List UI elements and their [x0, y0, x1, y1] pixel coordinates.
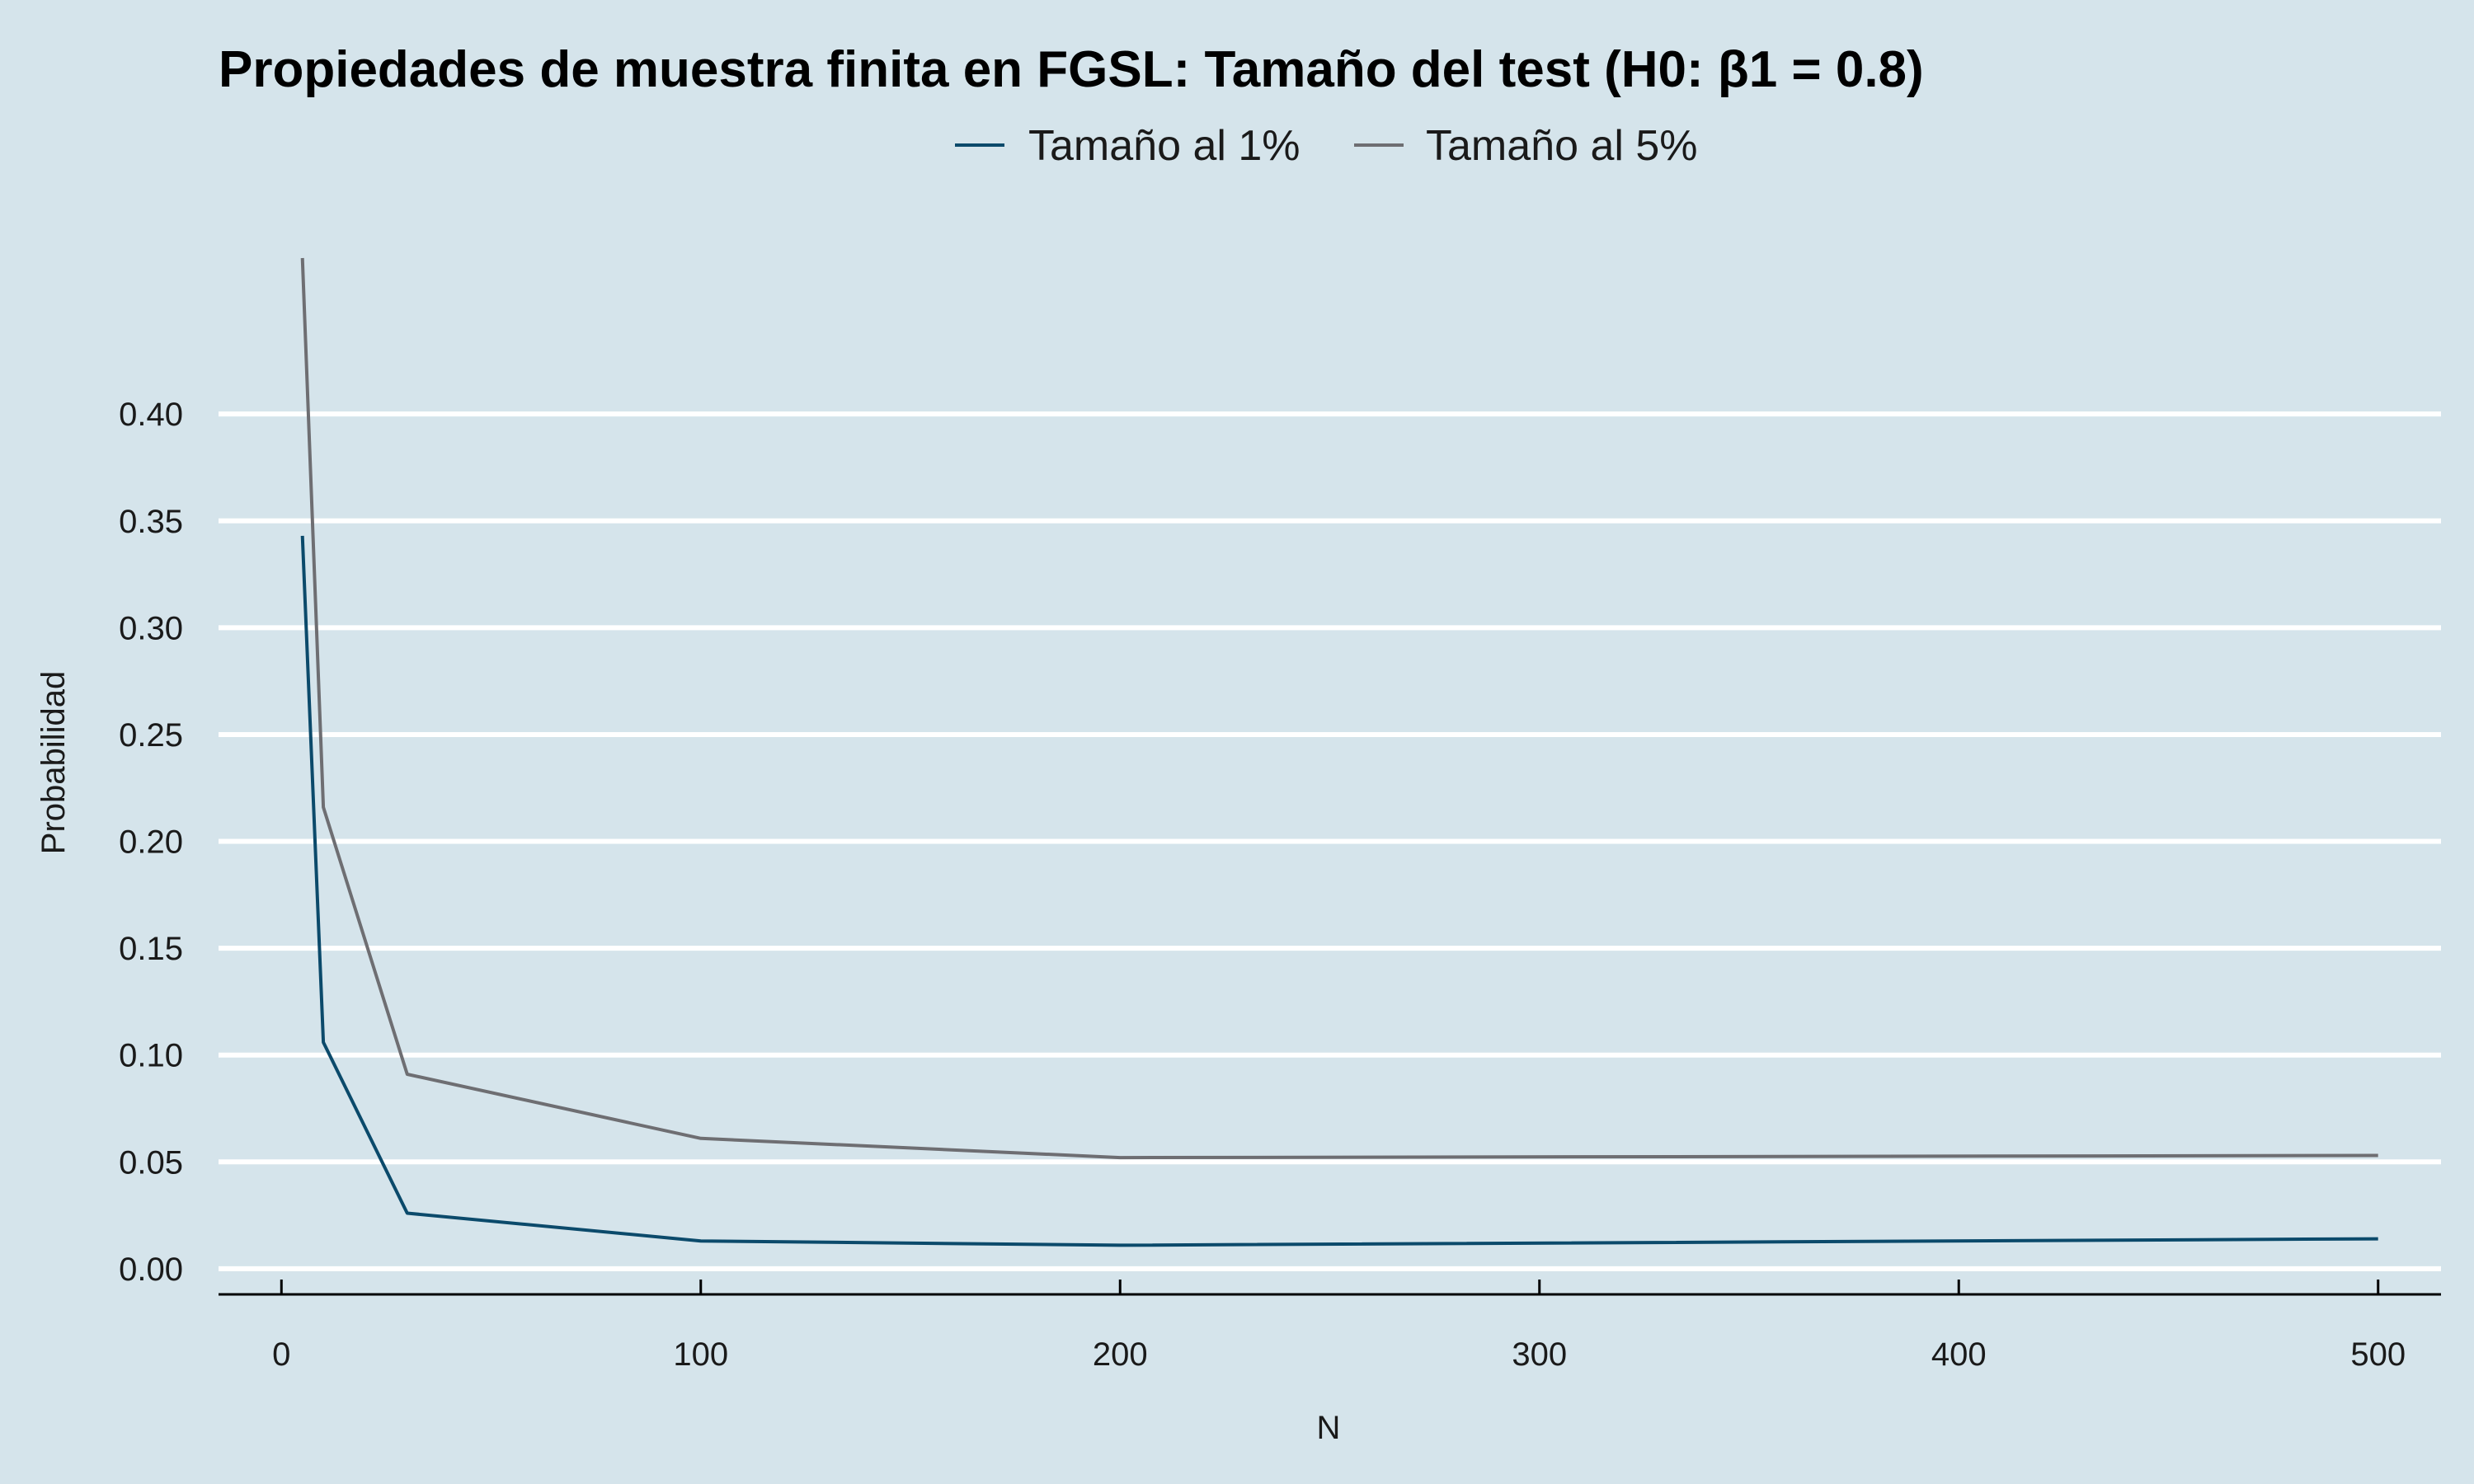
gridlines [219, 411, 2441, 1271]
y-tick-label: 0.20 [119, 824, 183, 861]
series-line-2 [300, 257, 2378, 1160]
series-lines [300, 257, 2378, 1247]
y-tick-label: 0.30 [119, 610, 183, 646]
y-tick-label: 0.25 [119, 717, 183, 754]
x-tick-label: 300 [1512, 1336, 1567, 1373]
x-tick-label: 500 [2350, 1336, 2406, 1373]
y-axis-tick-labels: 0.00 0.05 0.10 0.15 0.20 0.25 0.30 0.35 0.40 [119, 397, 183, 1288]
chart-title: Propiedades de muestra finita en FGSL: T… [219, 41, 1924, 98]
x-tick-label: 100 [673, 1336, 728, 1373]
x-axis-label: N [1317, 1410, 1341, 1446]
x-axis-ticks: 0 100 200 300 400 500 [272, 1280, 2406, 1373]
legend: Tamaño al 1% Tamaño al 5% [955, 122, 1698, 170]
legend-label-2: Tamaño al 5% [1426, 122, 1698, 170]
y-tick-label: 0.35 [119, 504, 183, 540]
x-tick-label: 400 [1931, 1336, 1987, 1373]
legend-label-1: Tamaño al 1% [1028, 122, 1300, 170]
series-line-1 [300, 535, 2378, 1247]
y-tick-label: 0.00 [119, 1252, 183, 1288]
y-tick-label: 0.15 [119, 931, 183, 967]
x-tick-label: 200 [1093, 1336, 1148, 1373]
y-tick-label: 0.10 [119, 1038, 183, 1074]
y-axis-label: Probabilidad [35, 671, 72, 854]
x-tick-label: 0 [272, 1336, 290, 1373]
y-tick-label: 0.05 [119, 1144, 183, 1181]
y-tick-label: 0.40 [119, 397, 183, 433]
